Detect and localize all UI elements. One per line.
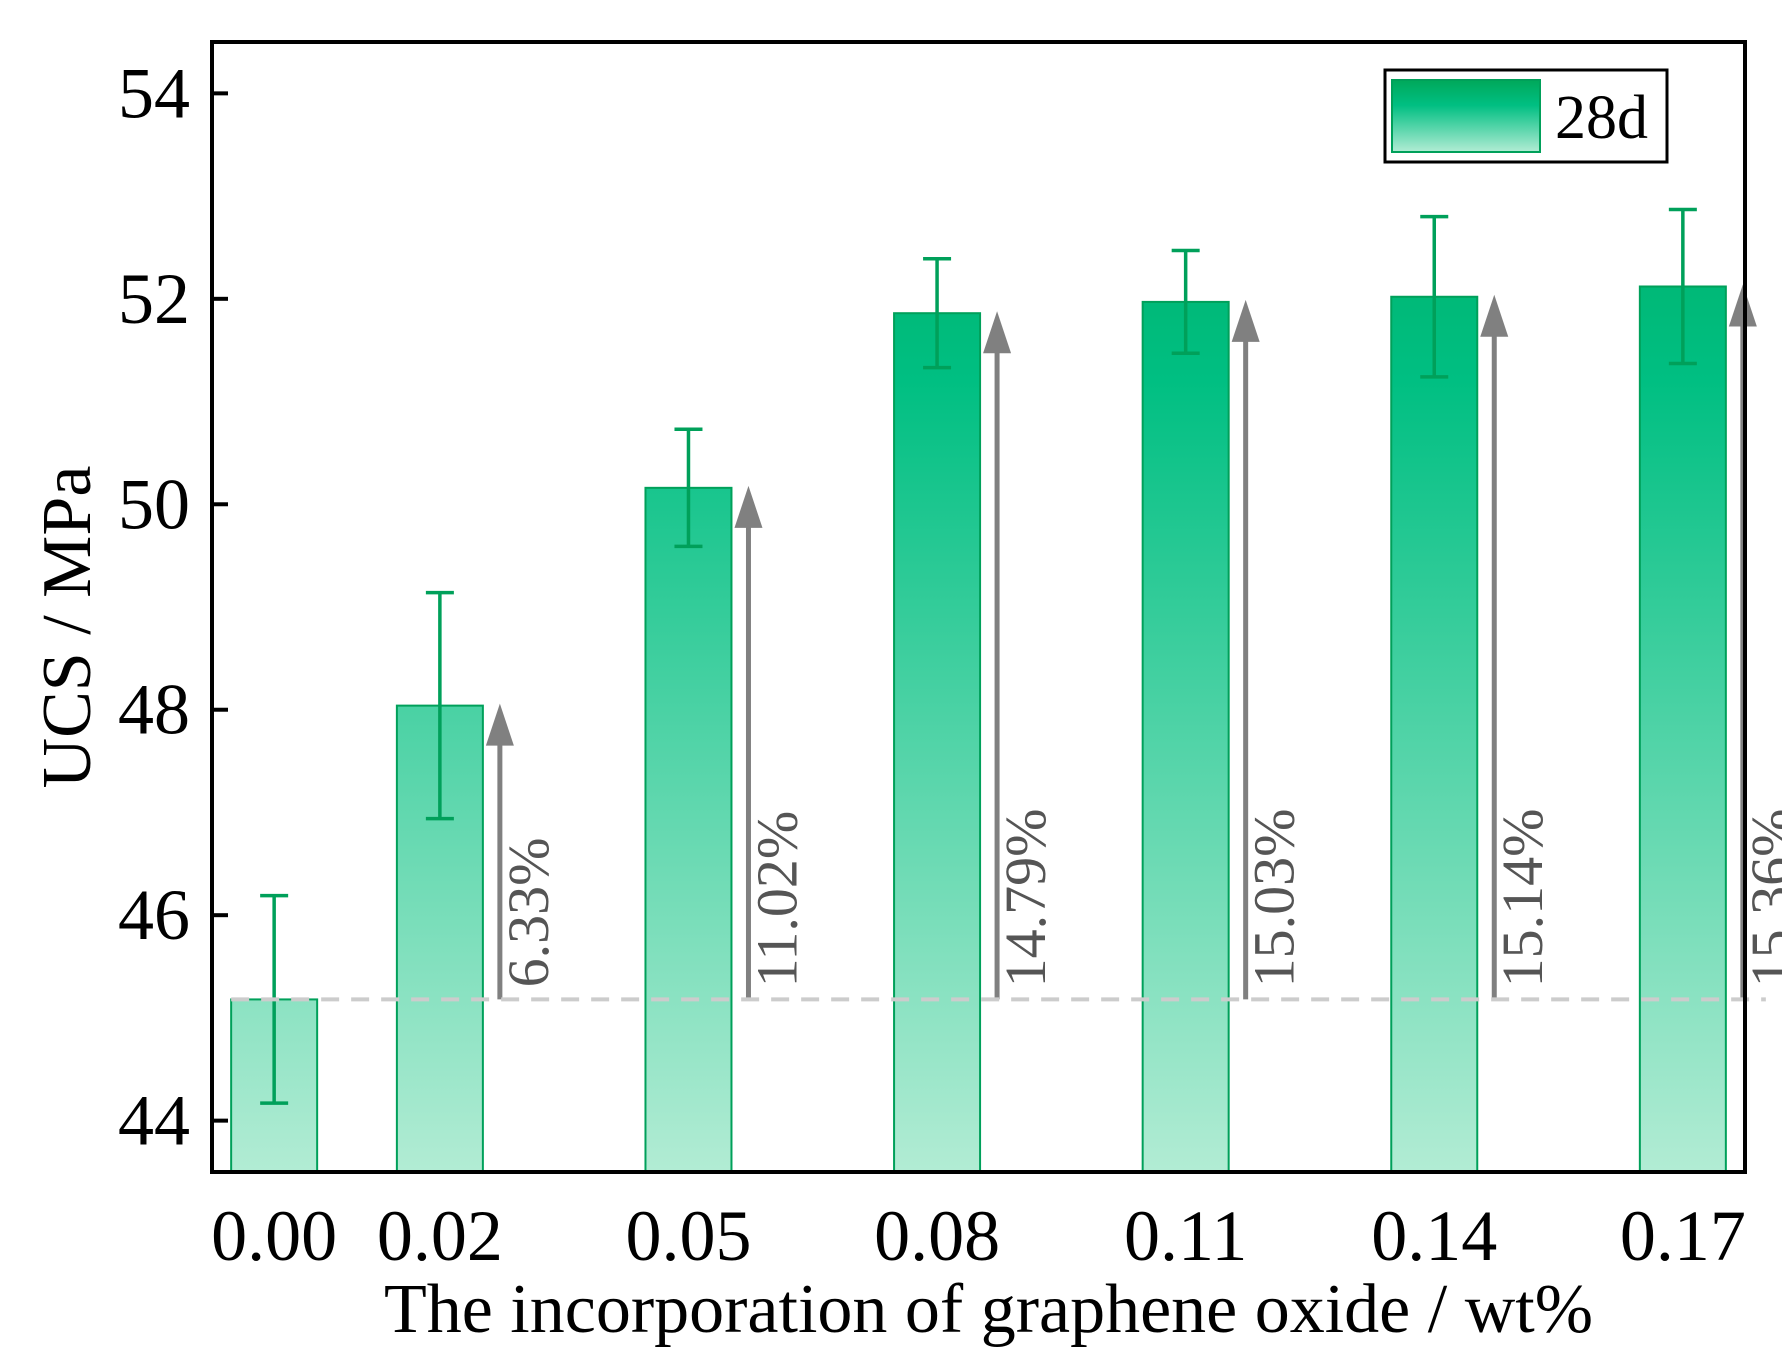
- increase-arrow-head: [1231, 299, 1260, 342]
- y-tick-label: 50: [118, 464, 190, 544]
- increase-arrow-head: [1728, 284, 1757, 327]
- bar: [893, 312, 982, 1173]
- x-tick-label: 0.11: [1124, 1196, 1247, 1276]
- y-tick-label: 46: [118, 875, 190, 955]
- x-tick-label: 0.17: [1620, 1196, 1746, 1276]
- increase-percent-label: 15.03%: [1242, 809, 1307, 988]
- plot-frame: [210, 40, 1747, 1174]
- y-tick-label: 44: [118, 1081, 190, 1161]
- bar: [644, 486, 733, 1173]
- x-axis-title: The incorporation of graphene oxide / wt…: [384, 1271, 1593, 1348]
- x-tick-label: 0.05: [625, 1196, 751, 1276]
- increase-arrow-head: [485, 703, 514, 746]
- x-axis: 0.00 0.02 0.05 0.08 0.11 0.14 0.17: [211, 1196, 1746, 1276]
- y-tick-label: 48: [118, 670, 190, 750]
- x-tick-label: 0.02: [377, 1196, 503, 1276]
- legend-swatch: [1391, 79, 1541, 153]
- bar: [1638, 285, 1727, 1173]
- y-axis-title: UCS / MPa: [29, 466, 106, 789]
- increase-percent-label: 15.14%: [1490, 809, 1555, 988]
- legend-label: 28d: [1555, 84, 1648, 152]
- bar: [1141, 300, 1230, 1173]
- legend: 28d: [1383, 68, 1669, 164]
- bars-layer: [230, 207, 1727, 1174]
- y-axis: 44 46 48 50 52 54: [118, 53, 228, 1161]
- y-tick-label: 52: [118, 259, 190, 339]
- y-tick-label: 54: [118, 53, 190, 133]
- x-tick-label: 0.00: [211, 1196, 337, 1276]
- x-tick-label: 0.14: [1371, 1196, 1497, 1276]
- increase-percent-label: 6.33%: [496, 838, 561, 988]
- increase-arrow-head: [734, 485, 763, 528]
- x-tick-label: 0.08: [874, 1196, 1000, 1276]
- increase-percent-label: 11.02%: [744, 811, 809, 988]
- increase-arrow-head: [983, 311, 1012, 354]
- increase-percent-label: 14.79%: [993, 809, 1058, 988]
- increase-arrow-head: [1480, 294, 1509, 337]
- arrows-layer: 6.33% 11.02% 14.79% 15.03% 15.14% 15.36%: [485, 284, 1782, 1000]
- bar: [1390, 295, 1479, 1174]
